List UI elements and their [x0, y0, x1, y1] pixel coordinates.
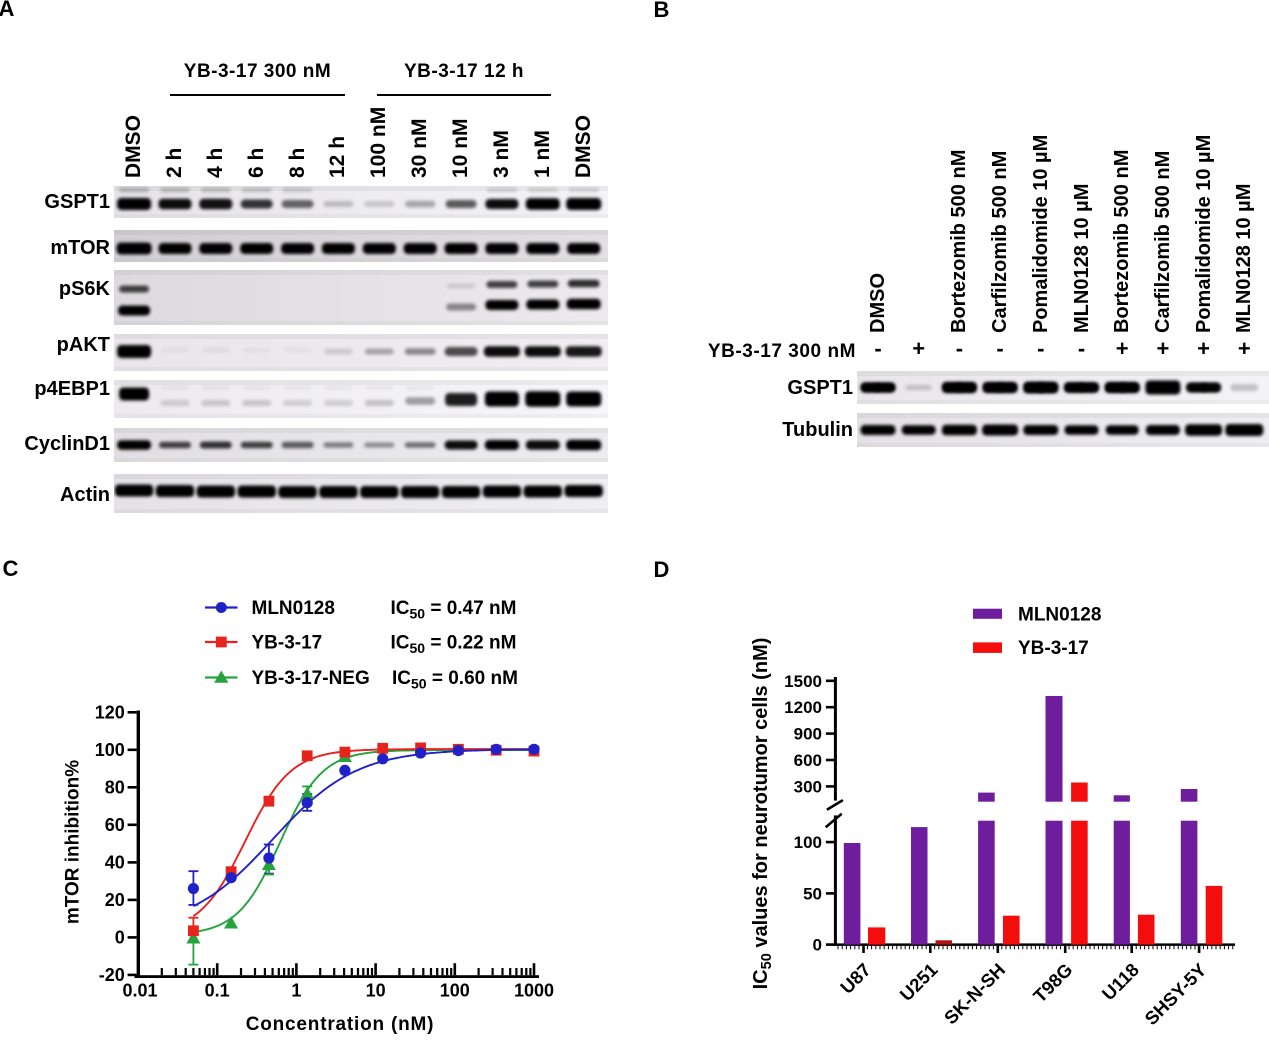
svg-text:40: 40	[105, 853, 125, 873]
svg-text:SK-N-SH: SK-N-SH	[940, 959, 1009, 1028]
svg-text:80: 80	[105, 778, 125, 798]
svg-text:YB-3-17: YB-3-17	[252, 633, 323, 654]
svg-text:IC50 = 0.47 nM: IC50 = 0.47 nM	[391, 598, 517, 622]
svg-text:MLN0128: MLN0128	[1018, 604, 1101, 625]
svg-text:IC50 = 0.60 nM: IC50 = 0.60 nM	[392, 668, 518, 692]
svg-text:SHSY-5Y: SHSY-5Y	[1140, 959, 1211, 1030]
svg-text:600: 600	[794, 751, 822, 770]
svg-text:U87: U87	[836, 959, 875, 998]
svg-text:mTOR inhibition%: mTOR inhibition%	[63, 760, 84, 924]
svg-text:Concentration (nM): Concentration (nM)	[246, 1014, 435, 1035]
svg-text:T98G: T98G	[1029, 959, 1077, 1007]
svg-text:0.1: 0.1	[205, 981, 230, 1001]
svg-text:20: 20	[105, 890, 125, 910]
svg-text:300: 300	[794, 777, 822, 796]
svg-text:IC50 = 0.22 nM: IC50 = 0.22 nM	[391, 633, 517, 657]
svg-text:0: 0	[115, 928, 125, 948]
svg-text:1000: 1000	[514, 981, 554, 1001]
svg-text:0.01: 0.01	[122, 981, 157, 1001]
svg-text:100: 100	[440, 981, 470, 1001]
svg-text:50: 50	[803, 884, 822, 903]
svg-text:10: 10	[366, 981, 386, 1001]
svg-text:100: 100	[794, 833, 822, 852]
svg-text:IC50 values for neurotumor cel: IC50 values for neurotumor cells (nM)	[750, 638, 775, 990]
svg-text:0: 0	[813, 936, 822, 955]
svg-text:YB-3-17-NEG: YB-3-17-NEG	[252, 668, 370, 689]
svg-text:1200: 1200	[784, 698, 822, 717]
svg-text:1500: 1500	[784, 672, 822, 691]
svg-text:U251: U251	[896, 959, 942, 1005]
svg-text:-20: -20	[99, 965, 125, 985]
svg-text:100: 100	[95, 740, 125, 760]
svg-text:MLN0128: MLN0128	[252, 598, 335, 619]
svg-text:900: 900	[794, 725, 822, 744]
svg-text:YB-3-17: YB-3-17	[1018, 638, 1089, 659]
svg-text:120: 120	[95, 703, 125, 723]
svg-text:60: 60	[105, 815, 125, 835]
svg-text:1: 1	[291, 981, 301, 1001]
svg-text:U118: U118	[1098, 959, 1143, 1004]
